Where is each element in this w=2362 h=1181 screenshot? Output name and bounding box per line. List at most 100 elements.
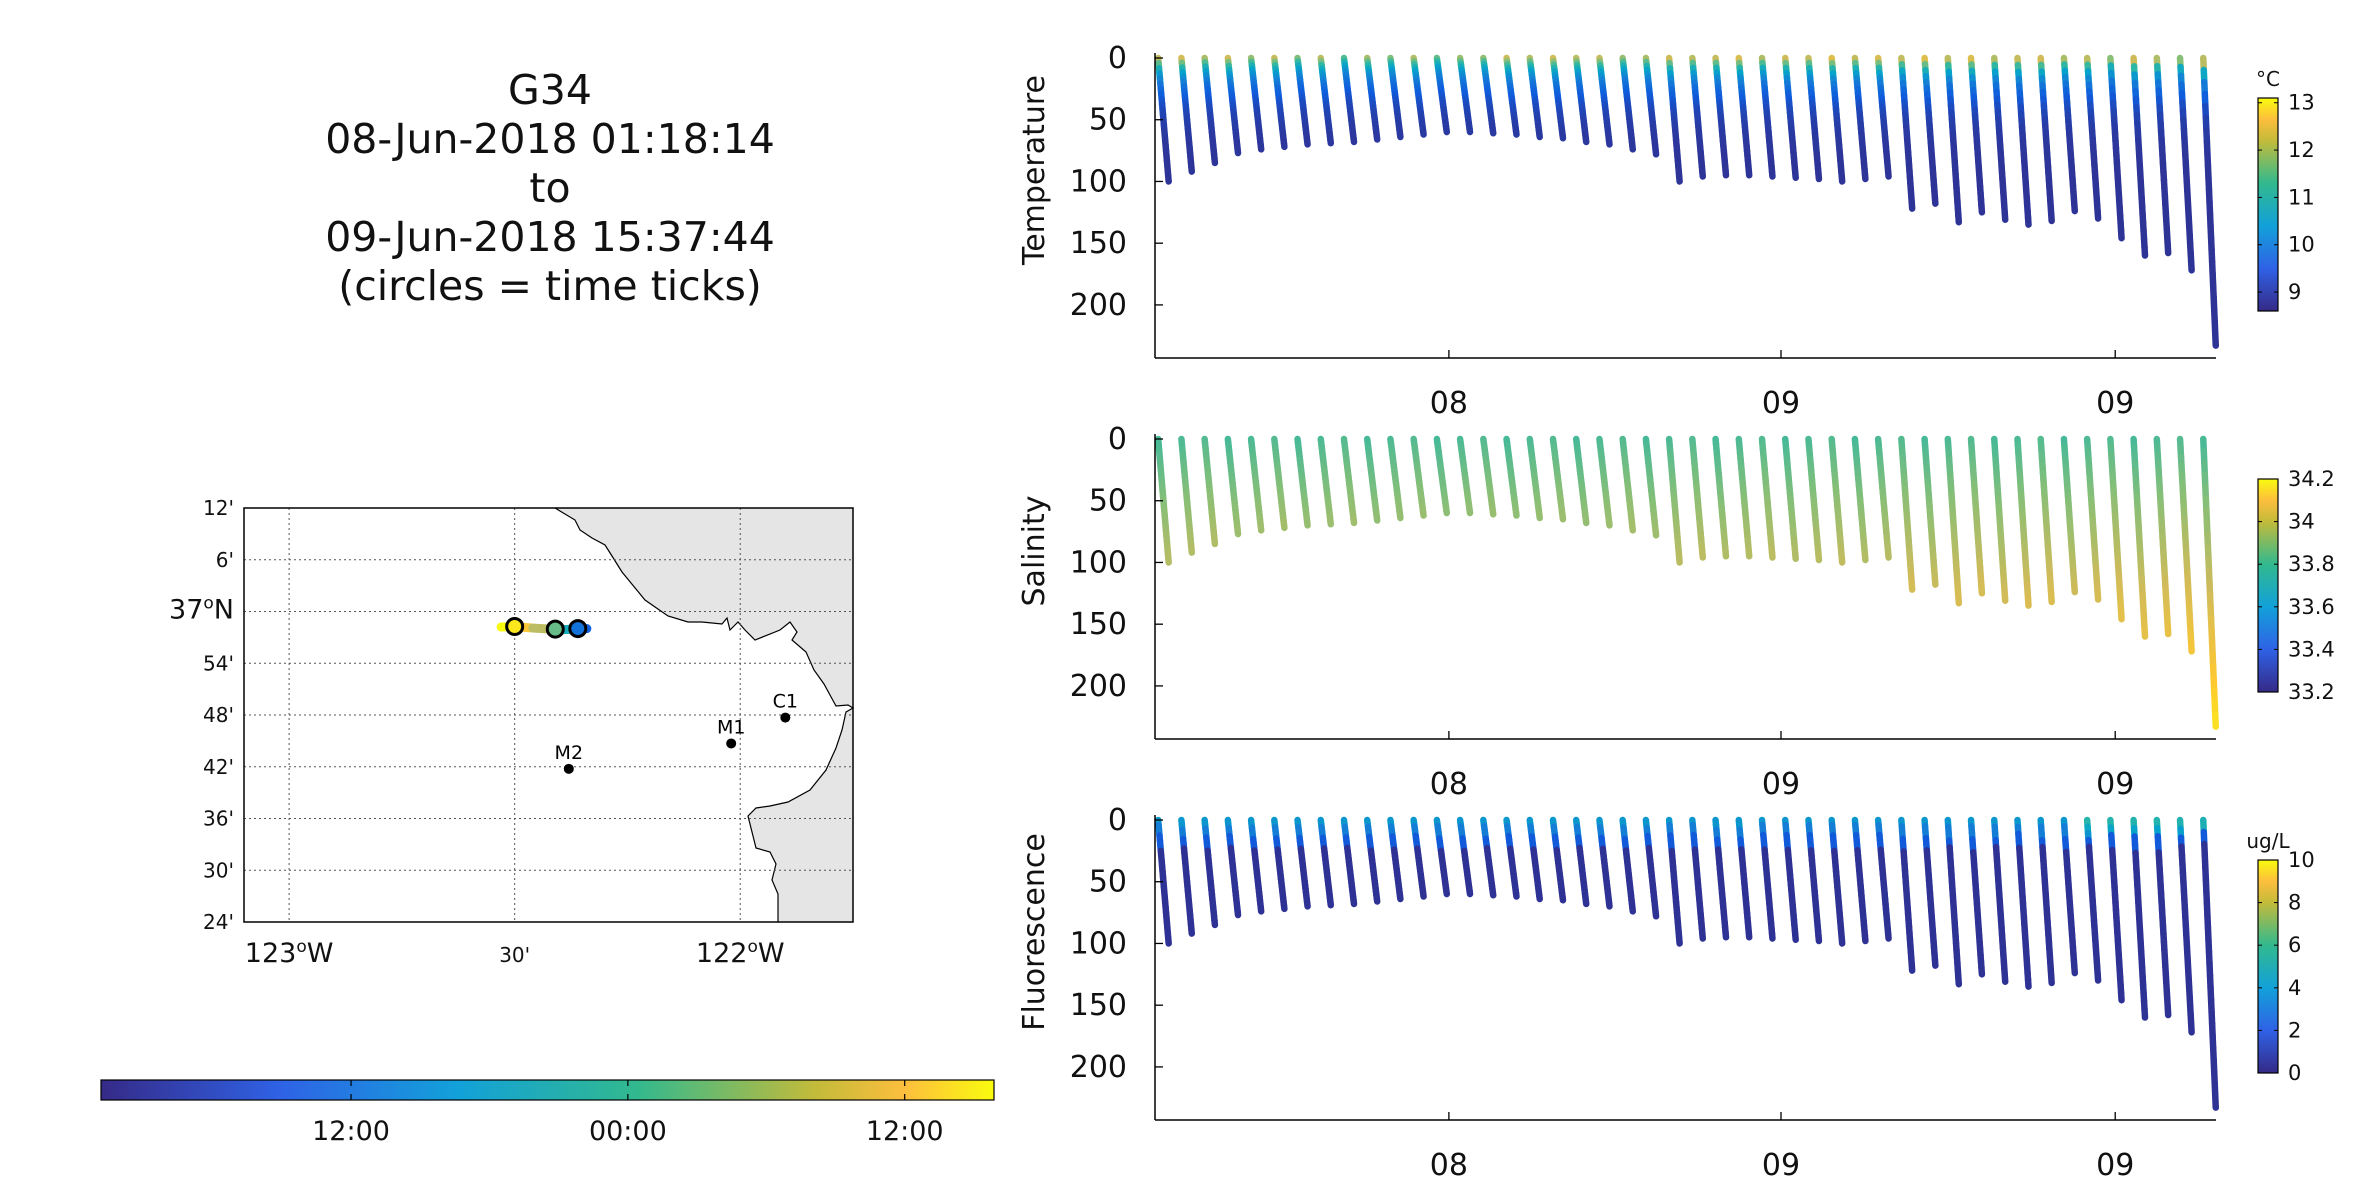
time-colorbar: 12:00 00:00 12:00 [100, 1079, 995, 1147]
coastline-land [555, 508, 853, 708]
colorbar-unit: °C [2256, 67, 2280, 91]
colorbar-tick-label: 34 [2288, 510, 2315, 534]
colorbar-tick-label: 11 [2288, 185, 2315, 209]
map-lat-tick-label: 24' [203, 910, 234, 934]
colorbar-tick-label: 10 [2288, 848, 2315, 872]
x-tick-label: 09 [1762, 386, 1800, 421]
map-lat-tick-label: 42' [203, 755, 234, 779]
colorbar [2257, 478, 2279, 693]
panel-salinity: 0 50 100 150 200 08 09 09 Salinity 33.2 33.4 33.6 33… [1017, 422, 2335, 802]
y-axis-label: Fluorescence [1017, 833, 1052, 1031]
map-lat-tick-label: 12' [203, 496, 234, 520]
y-tick-label: 100 [1070, 545, 1127, 580]
colorbar-tick-label: 33.6 [2288, 595, 2335, 619]
map-lat-tick-label: 30' [203, 858, 234, 882]
x-tick-label: 09 [2096, 1148, 2134, 1181]
degree-symbol: o [296, 937, 306, 957]
coastline [554, 507, 855, 922]
hemisphere-label: N [214, 595, 234, 626]
time-colorbar-bar [100, 1079, 995, 1101]
profile-cast [2211, 1092, 2220, 1111]
x-tick-label: 09 [1762, 767, 1800, 802]
colorbar-tick-label: 33.4 [2288, 637, 2335, 661]
y-tick-label: 50 [1089, 865, 1127, 900]
map-land [554, 507, 855, 922]
x-tick-label: 09 [1762, 1148, 1800, 1181]
y-tick-label: 150 [1070, 226, 1127, 261]
station-marker [780, 712, 791, 723]
station-marker [563, 763, 574, 774]
map-panel: M2 M1 C1 123oW 30' 122oW 12' 6' 37oN 54' 48' 42' 36… [169, 496, 855, 969]
y-tick-label: 50 [1089, 103, 1127, 138]
colorbar-tick-label: 33.8 [2288, 552, 2335, 576]
profile-casts [1154, 435, 2220, 730]
x-tick-label: 08 [1430, 386, 1468, 421]
colorbar-tick-label: 34.2 [2288, 467, 2335, 491]
colorbar-tick-label: 9 [2288, 280, 2301, 304]
coastline-land-south [748, 708, 853, 922]
colorbar [2257, 97, 2279, 312]
y-tick-label: 200 [1070, 288, 1127, 323]
panel-temperature: 0 50 100 150 200 08 09 09 Temperature 9 10 11 12 13 °C [1017, 41, 2315, 421]
time-tick-circle [505, 617, 525, 637]
map-lon-tick-label: 30' [499, 943, 530, 967]
profile-cast [2211, 330, 2220, 349]
y-tick-label: 100 [1070, 164, 1127, 199]
colorbar-tick-label: 13 [2288, 91, 2315, 115]
degree-symbol: o [747, 937, 757, 957]
y-tick-label: 50 [1089, 484, 1127, 519]
hemisphere-label: W [307, 938, 334, 969]
map-lon-tick-label: 122oW [696, 937, 785, 969]
y-tick-label: 0 [1108, 803, 1127, 838]
map-lat-tick-label: 54' [203, 651, 234, 675]
y-tick-label: 200 [1070, 1050, 1127, 1085]
profile-cast [2211, 711, 2220, 730]
x-tick-label: 09 [2096, 767, 2134, 802]
colorbar-tick-label: 4 [2288, 976, 2301, 1000]
x-tick-label: 09 [2096, 386, 2134, 421]
time-ticks-note: (circles = time ticks) [338, 262, 762, 310]
glider-track [496, 617, 592, 639]
colorbar-tick-label: 10 [2288, 233, 2315, 257]
start-time: 08-Jun-2018 01:18:14 [325, 115, 775, 163]
time-tick-circle [545, 619, 565, 639]
hemisphere-label: W [758, 938, 785, 969]
colorbar-tick-label: 0 [2288, 1061, 2301, 1085]
time-colorbar-tick-label: 12:00 [866, 1116, 944, 1147]
colorbar-tick-label: 6 [2288, 933, 2301, 957]
station-label: C1 [773, 691, 798, 713]
y-axis-label: Salinity [1017, 496, 1052, 607]
time-colorbar-tick-label: 12:00 [312, 1116, 390, 1147]
y-tick-label: 150 [1070, 607, 1127, 642]
x-tick-label: 08 [1430, 767, 1468, 802]
title-block: G34 08-Jun-2018 01:18:14 to 09-Jun-2018 … [200, 66, 900, 311]
y-tick-label: 0 [1108, 422, 1127, 457]
map-lat-tick-label: 48' [203, 703, 234, 727]
time-colorbar-tick-label: 00:00 [589, 1116, 667, 1147]
y-tick-label: 100 [1070, 926, 1127, 961]
time-tick-circle [568, 619, 588, 639]
colorbar-tick-label: 33.2 [2288, 680, 2335, 704]
y-tick-label: 0 [1108, 41, 1127, 76]
profile-casts [1154, 54, 2220, 349]
map-lat-tick-label: 36' [203, 807, 234, 831]
panel-fluorescence: 0 50 100 150 200 08 09 09 Fluorescence 0 2 4 6 8 10ug/… [1017, 803, 2315, 1181]
profile-casts [1154, 816, 2220, 1111]
mooring-stations: M2 M1 C1 [555, 691, 798, 774]
station-label: M2 [555, 742, 583, 764]
map-lat-tick-label: 37oN [169, 594, 234, 626]
map-border [243, 507, 854, 923]
to-label: to [529, 164, 571, 212]
x-tick-label: 08 [1430, 1148, 1468, 1181]
map-lat-tick-label: 6' [216, 548, 234, 572]
colorbar-tick-label: 8 [2288, 891, 2301, 915]
degree-symbol: o [203, 594, 213, 614]
end-time: 09-Jun-2018 15:37:44 [325, 213, 775, 261]
y-tick-label: 200 [1070, 669, 1127, 704]
y-axis-label: Temperature [1017, 75, 1052, 266]
colorbar-tick-label: 2 [2288, 1018, 2301, 1042]
glider-name: G34 [508, 66, 592, 114]
map-lon-tick-label: 123oW [245, 937, 334, 969]
